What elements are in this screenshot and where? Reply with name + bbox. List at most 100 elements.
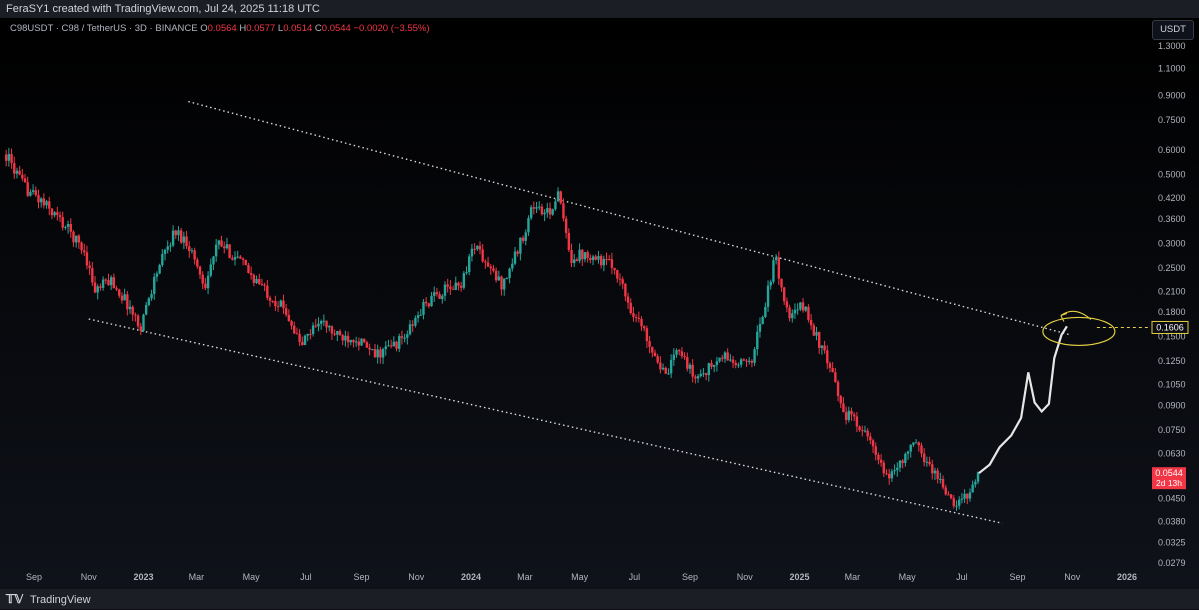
price-tick-label: 0.0380 [1158, 516, 1186, 526]
trendline-upper[interactable] [188, 100, 1071, 336]
candle-body [643, 326, 646, 329]
candle-body [871, 440, 875, 447]
candle-body [31, 190, 35, 192]
candle-body [761, 316, 764, 324]
price-axis: 1.3000 1.1000 0.9000 0.7500 0.6000 0.5000 0.42… [1158, 41, 1186, 568]
candle-body [373, 349, 377, 358]
time-tick-label: Sep [354, 572, 370, 582]
candle-body [368, 347, 371, 350]
candle-body [626, 296, 630, 303]
candle-body [196, 259, 199, 267]
candle-body [785, 301, 789, 308]
candle-body [939, 479, 942, 481]
price-tick-label: 0.7500 [1158, 115, 1186, 125]
candle-body [516, 251, 519, 254]
candle-body [828, 363, 832, 369]
candle-body [893, 470, 896, 472]
candle-body [166, 246, 169, 250]
chart-pane[interactable] [0, 18, 1199, 589]
candle-body [648, 341, 651, 347]
candle-body [774, 257, 778, 261]
candle-body [885, 473, 888, 475]
price-tick-label: 0.0325 [1158, 538, 1186, 548]
candle-body [826, 350, 829, 364]
candle-body [190, 250, 194, 252]
candle-body [188, 246, 191, 252]
candle-body [478, 245, 482, 250]
candle-body [433, 292, 436, 296]
candle-body [952, 498, 956, 507]
candle-body [223, 246, 226, 249]
price-tick-label: 0.3600 [1158, 214, 1186, 224]
candle-body [678, 350, 681, 352]
candle-body [879, 459, 883, 463]
candle-body [850, 410, 853, 415]
candle-body [731, 359, 735, 363]
candle-body [861, 429, 864, 431]
candle-body [104, 279, 107, 281]
candle-body [791, 313, 794, 319]
candle-body [928, 461, 931, 465]
candle-body [589, 257, 592, 261]
candle-body [328, 326, 331, 328]
candle-body [645, 328, 649, 342]
time-tick-label: Sep [1010, 572, 1026, 582]
time-tick-label: Sep [682, 572, 698, 582]
candle-body [217, 240, 221, 245]
candle-body [136, 315, 140, 327]
open-value: 0.0564 [207, 23, 237, 34]
projection [978, 325, 1068, 475]
candle-body [462, 273, 466, 288]
candle-body [303, 335, 307, 345]
candle-body [933, 470, 937, 474]
high-value: 0.0577 [246, 23, 276, 34]
candle-body [398, 336, 401, 349]
candle-body [702, 373, 705, 375]
candle-body [293, 325, 296, 334]
candle-body [944, 487, 947, 495]
time-tick-label: 2023 [133, 572, 153, 582]
candle-body [898, 460, 902, 468]
candle-body [801, 302, 805, 311]
candle-body [449, 286, 452, 289]
target-arrow-icon [1060, 310, 1092, 322]
candle-body [23, 178, 27, 183]
time-tick-label: Mar [517, 572, 533, 582]
candle-body [976, 472, 980, 482]
candle-body [971, 484, 974, 493]
candle-body [780, 278, 783, 288]
candle-body [204, 283, 207, 289]
candle-body [788, 307, 791, 319]
candle-body [10, 154, 13, 164]
currency-button[interactable]: USDT [1152, 20, 1194, 40]
candle-body [476, 245, 479, 250]
candle-body [39, 198, 43, 203]
candle-body [395, 341, 398, 349]
time-tick-label: May [899, 572, 917, 582]
candle-body [844, 412, 848, 421]
candle-body [438, 294, 441, 300]
candle-body [745, 360, 748, 362]
time-tick-label: Nov [1064, 572, 1081, 582]
candle-body [66, 224, 70, 227]
candle-body [548, 208, 552, 215]
candle-body [470, 248, 474, 257]
candle-body [624, 283, 627, 297]
candle-body [672, 354, 676, 360]
candle-body [901, 460, 904, 464]
symbol-description: C98USDT · C98 / TetherUS · 3D · BINANCE [10, 23, 198, 34]
candle-body [581, 249, 584, 260]
candle-body [21, 174, 24, 179]
candle-body [161, 254, 164, 266]
candle-body [699, 373, 702, 377]
candle-body [680, 351, 684, 357]
trendline-lower[interactable] [88, 318, 1003, 524]
candle-body [406, 334, 409, 338]
target-ellipse[interactable] [1042, 316, 1116, 347]
candle-body [715, 361, 719, 365]
candle-body [586, 252, 589, 258]
candle-body [721, 357, 724, 359]
candle-body [500, 276, 503, 290]
candle-body [591, 256, 595, 261]
